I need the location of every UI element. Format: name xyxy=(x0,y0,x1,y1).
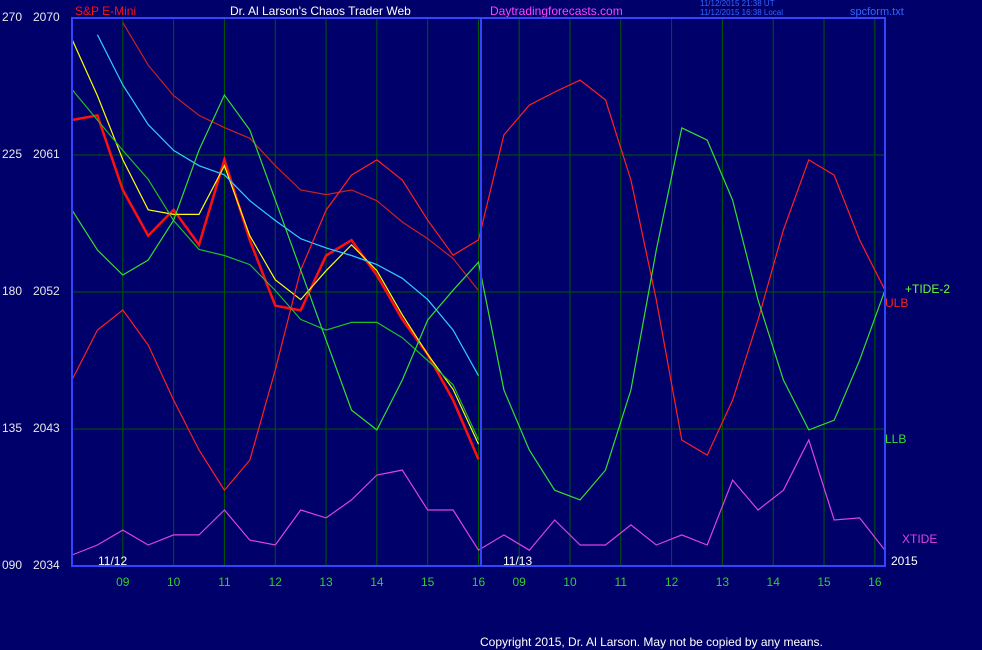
y-tick-label: 2070 xyxy=(33,10,60,24)
x-tick-label: 14 xyxy=(767,575,781,589)
x-tick-label: 13 xyxy=(716,575,730,589)
series-lines xyxy=(71,22,886,556)
plot-border xyxy=(71,17,886,567)
x-tick-label: 15 xyxy=(817,575,831,589)
x-tick-label: 11 xyxy=(218,575,231,589)
y2-tick-label: 135 xyxy=(2,421,22,435)
timestamp: 11/12/2015 21:38 UT xyxy=(700,0,775,8)
x-tick-label: 10 xyxy=(563,575,577,589)
series-line xyxy=(71,79,886,492)
chart-title: Dr. Al Larson's Chaos Trader Web xyxy=(230,4,411,18)
x-tick-label: 13 xyxy=(319,575,333,589)
series-line xyxy=(71,438,886,556)
timestamp: 11/12/2015 16:38 Local xyxy=(700,8,783,17)
y-tick-label: 2034 xyxy=(33,558,60,572)
series-line xyxy=(71,39,480,445)
x-tick-label: 16 xyxy=(868,575,882,589)
series-line xyxy=(71,93,886,501)
x-tick-label: 10 xyxy=(167,575,181,589)
series-line xyxy=(71,89,480,440)
labels: 2034 2043 2052 2061 2070 090 135 180 225 270 09 10 1… xyxy=(2,4,950,589)
chart-subtitle: Daytradingforecasts.com xyxy=(490,4,623,18)
y-tick-label: 2043 xyxy=(33,421,60,435)
x-tick-label: 14 xyxy=(370,575,384,589)
legend-label: XTIDE xyxy=(902,532,937,546)
series-line xyxy=(96,34,480,376)
x-tick-label: 16 xyxy=(472,575,486,589)
x-tick-label: 15 xyxy=(421,575,435,589)
x-tick-label: 09 xyxy=(512,575,526,589)
y-tick-label: 2052 xyxy=(33,284,60,298)
legend-label: ULB xyxy=(885,296,908,310)
annotation: 2015 xyxy=(891,554,918,568)
y2-tick-label: 225 xyxy=(2,147,22,161)
annotation: 11/13 xyxy=(503,554,532,568)
file-name: spcform.txt xyxy=(850,6,904,18)
y2-tick-label: 270 xyxy=(2,10,22,24)
annotation: 11/12 xyxy=(98,554,127,568)
x-tick-label: 12 xyxy=(269,575,283,589)
y2-tick-label: 180 xyxy=(2,284,22,298)
x-tick-label: 09 xyxy=(116,575,130,589)
copyright: Copyright 2015, Dr. Al Larson. May not b… xyxy=(480,635,823,649)
x-tick-label: 11 xyxy=(615,575,628,589)
series-line xyxy=(71,113,480,460)
y-tick-label: 2061 xyxy=(33,147,60,161)
x-tick-label: 12 xyxy=(665,575,679,589)
y2-tick-label: 090 xyxy=(2,558,22,572)
series-line xyxy=(122,22,479,291)
legend-label: LLB xyxy=(885,432,906,446)
legend-label: S&P E-Mini xyxy=(75,4,136,18)
annotation: +TIDE-2 xyxy=(905,282,950,296)
